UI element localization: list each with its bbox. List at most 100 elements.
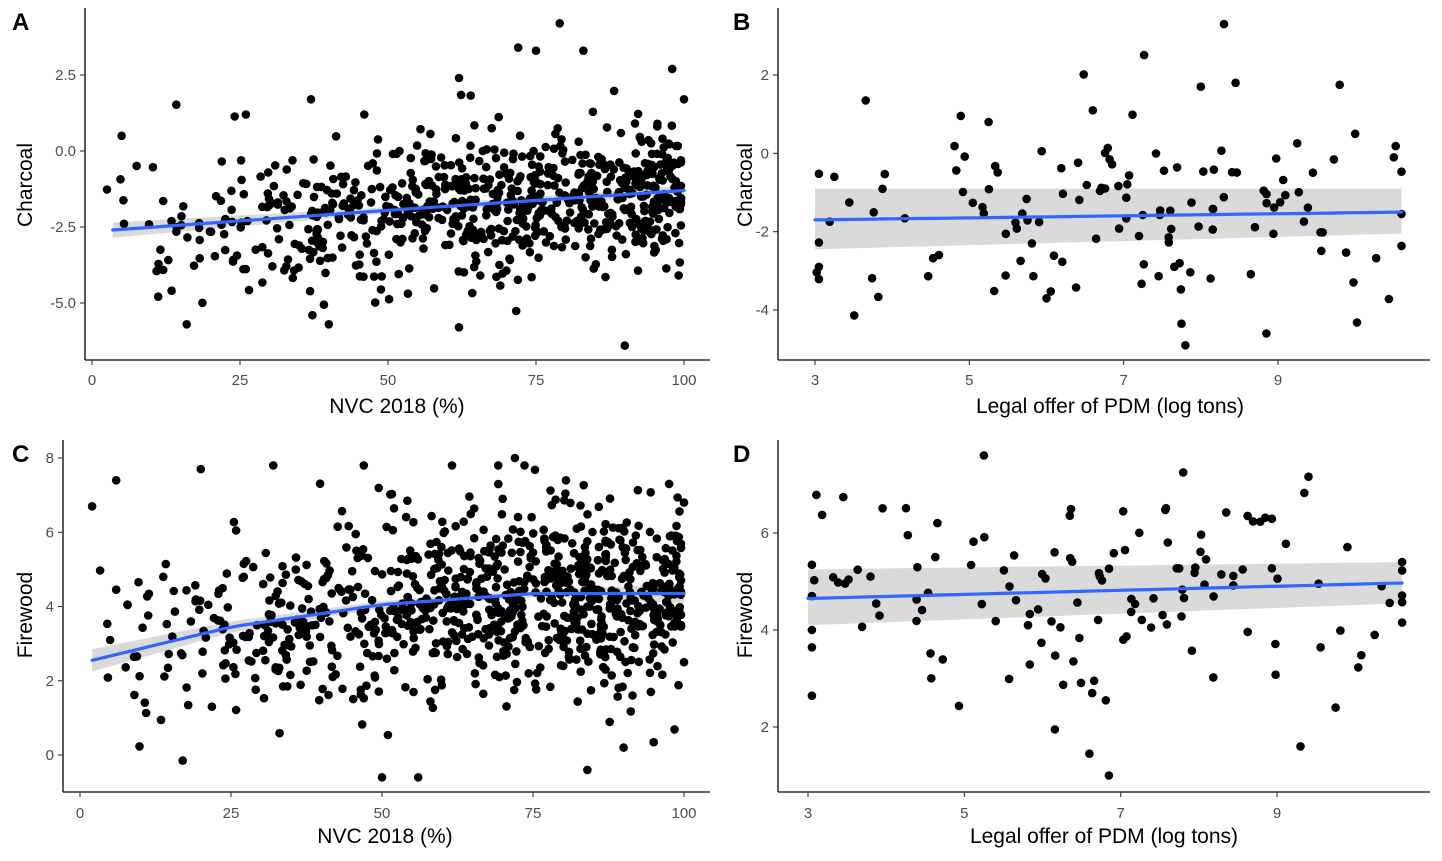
- point: [485, 175, 495, 184]
- point: [469, 504, 479, 513]
- point: [594, 542, 604, 552]
- point: [675, 507, 684, 516]
- point: [1100, 184, 1110, 193]
- point: [617, 178, 627, 187]
- point: [1118, 507, 1128, 516]
- point: [501, 169, 511, 178]
- point: [1076, 678, 1086, 688]
- point: [874, 292, 883, 302]
- point: [273, 587, 282, 596]
- point: [431, 185, 441, 194]
- point: [1093, 615, 1103, 625]
- point: [269, 461, 278, 470]
- point: [554, 567, 564, 577]
- point: [1304, 472, 1313, 482]
- point: [191, 597, 200, 606]
- point: [1172, 564, 1181, 573]
- point: [493, 461, 503, 470]
- x-tick-label-B: 7: [1119, 372, 1127, 389]
- point: [591, 593, 601, 602]
- point: [386, 490, 395, 499]
- y-tick-label-D: 6: [761, 525, 769, 542]
- point: [567, 624, 576, 634]
- point: [1352, 318, 1362, 327]
- point: [1256, 517, 1265, 526]
- point: [969, 537, 978, 546]
- point: [845, 198, 854, 207]
- point: [376, 222, 386, 231]
- point: [1114, 181, 1123, 191]
- point: [1091, 234, 1101, 243]
- point: [239, 189, 249, 199]
- point: [492, 652, 502, 662]
- point: [978, 202, 987, 212]
- point: [130, 690, 139, 700]
- point: [560, 224, 570, 233]
- point: [1146, 623, 1156, 632]
- point: [457, 211, 467, 220]
- point: [437, 560, 447, 569]
- point: [958, 187, 968, 197]
- point: [638, 233, 647, 243]
- point: [631, 531, 641, 540]
- point: [1196, 547, 1205, 557]
- point: [1085, 749, 1094, 758]
- point: [438, 637, 448, 646]
- point: [579, 480, 588, 490]
- point: [672, 557, 681, 566]
- point: [1201, 555, 1211, 564]
- point: [588, 202, 597, 211]
- point: [607, 245, 617, 255]
- point: [1209, 592, 1218, 601]
- point: [214, 586, 224, 595]
- point: [454, 73, 464, 83]
- point: [561, 476, 571, 485]
- point: [227, 205, 236, 215]
- point: [195, 235, 204, 245]
- point: [539, 227, 549, 236]
- point: [119, 219, 129, 229]
- point: [628, 562, 638, 572]
- point: [403, 496, 412, 506]
- point: [1149, 594, 1158, 603]
- point: [479, 587, 488, 596]
- point: [653, 193, 662, 203]
- point: [358, 545, 368, 554]
- point: [1292, 139, 1302, 148]
- point: [517, 610, 526, 620]
- point: [248, 562, 258, 572]
- point: [544, 635, 553, 645]
- point: [666, 162, 675, 172]
- point: [1137, 279, 1146, 289]
- point: [263, 626, 273, 636]
- point: [679, 498, 689, 507]
- x-tick-label-C: 25: [223, 805, 240, 822]
- point: [621, 249, 631, 259]
- point: [639, 201, 649, 211]
- point: [577, 625, 587, 634]
- point: [422, 223, 432, 233]
- point: [662, 264, 671, 273]
- point: [456, 181, 466, 190]
- point: [251, 685, 260, 694]
- point: [574, 137, 583, 146]
- x-axis-title-A: NVC 2018 (%): [329, 395, 464, 418]
- point: [434, 172, 444, 182]
- point: [95, 566, 105, 575]
- point: [143, 611, 153, 620]
- point: [189, 261, 199, 271]
- point: [602, 123, 612, 132]
- point: [505, 255, 515, 265]
- point: [1069, 657, 1078, 666]
- point: [1196, 530, 1206, 539]
- point: [660, 645, 669, 654]
- point: [252, 648, 261, 658]
- point: [468, 288, 477, 298]
- point: [591, 260, 601, 269]
- y-axis-title-B: Charcoal: [734, 143, 757, 227]
- point: [313, 233, 323, 243]
- point: [167, 286, 176, 296]
- point: [311, 620, 320, 630]
- point: [541, 238, 551, 247]
- point: [557, 135, 566, 144]
